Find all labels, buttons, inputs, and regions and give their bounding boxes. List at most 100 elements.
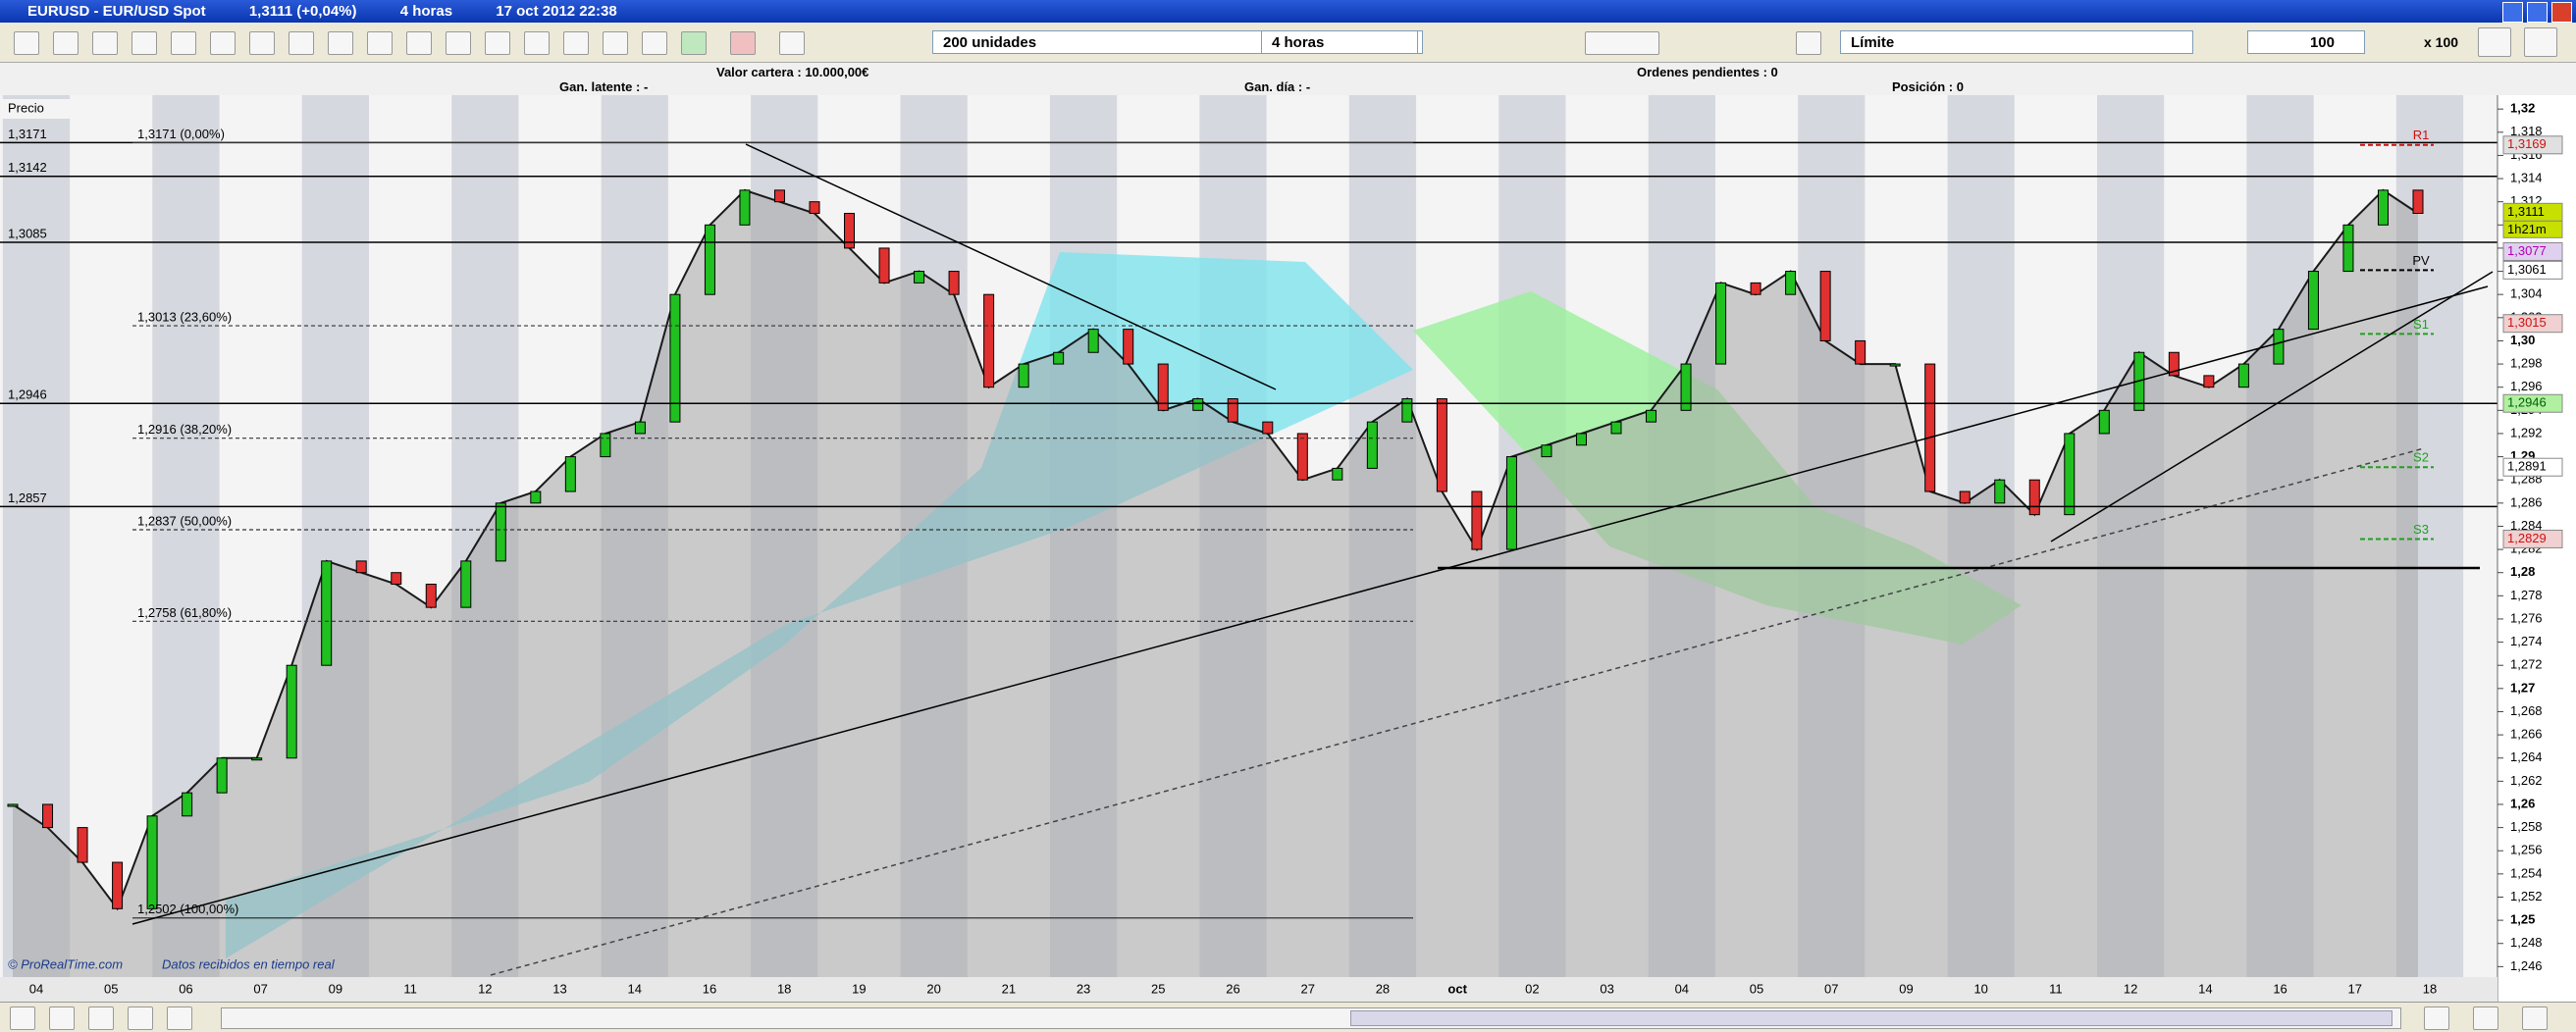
date-label: 02 bbox=[1525, 981, 1539, 996]
candle bbox=[1227, 398, 1238, 423]
timer-label: 1h21m bbox=[2507, 222, 2547, 236]
tool-icon[interactable] bbox=[210, 31, 236, 55]
date-label: 28 bbox=[1376, 981, 1390, 996]
tool-icon[interactable] bbox=[92, 31, 118, 55]
candle bbox=[1646, 409, 1657, 423]
tool-icon[interactable] bbox=[779, 31, 805, 55]
data-note: Datos recibidos en tiempo real bbox=[162, 956, 336, 971]
sell-button[interactable] bbox=[2524, 27, 2557, 57]
chart-icon[interactable] bbox=[1585, 31, 1659, 55]
y-tick-label: 1,258 bbox=[2510, 819, 2543, 834]
date-label: 21 bbox=[1002, 981, 1016, 996]
price-badge bbox=[2502, 241, 2563, 261]
price-badge bbox=[2502, 457, 2563, 477]
date-label: 17 bbox=[2348, 981, 2362, 996]
tool-icon[interactable] bbox=[328, 31, 353, 55]
tool-icon[interactable] bbox=[131, 31, 157, 55]
tool-icon[interactable] bbox=[446, 31, 471, 55]
buy-button[interactable] bbox=[2478, 27, 2511, 57]
date-label: 18 bbox=[777, 981, 791, 996]
order-type-select[interactable]: Límite bbox=[1840, 30, 2193, 54]
date-label: 16 bbox=[703, 981, 716, 996]
price-badge bbox=[2502, 135, 2563, 155]
y-tick-label: 1,286 bbox=[2510, 494, 2543, 509]
zoom-icon[interactable] bbox=[2424, 1006, 2449, 1030]
scroll-thumb[interactable] bbox=[1350, 1010, 2392, 1026]
footer-icon[interactable] bbox=[167, 1006, 192, 1030]
date-label: 07 bbox=[1824, 981, 1838, 996]
position: Posición : 0 bbox=[1892, 79, 1964, 94]
period: 4 horas bbox=[399, 3, 453, 20]
multiplier: x 100 bbox=[2424, 34, 2459, 50]
candle bbox=[1855, 339, 1866, 365]
scrollbar[interactable] bbox=[221, 1007, 2401, 1029]
tool-icon[interactable] bbox=[171, 31, 196, 55]
candle bbox=[321, 560, 333, 666]
window-buttons[interactable] bbox=[2501, 2, 2572, 29]
tool-icon[interactable] bbox=[406, 31, 432, 55]
candle bbox=[530, 490, 542, 504]
date-label: 09 bbox=[1899, 981, 1913, 996]
period-select[interactable]: 4 horas bbox=[1261, 30, 1418, 54]
tool-icon[interactable] bbox=[524, 31, 550, 55]
sell-icon[interactable] bbox=[730, 31, 756, 55]
candle bbox=[1366, 421, 1378, 469]
footer-icon[interactable] bbox=[128, 1006, 153, 1030]
candle bbox=[1401, 398, 1413, 423]
tool-icon[interactable] bbox=[485, 31, 510, 55]
y-tick-label: 1,296 bbox=[2510, 379, 2543, 393]
y-tick-label: 1,318 bbox=[2510, 124, 2543, 138]
pivot-label: S2 bbox=[2413, 450, 2429, 465]
candle bbox=[2203, 375, 2215, 388]
latent-gain: Gan. latente : - bbox=[559, 79, 649, 94]
candle bbox=[2028, 479, 2040, 516]
badge-label: 1,3077 bbox=[2507, 243, 2547, 258]
date-label: 19 bbox=[852, 981, 866, 996]
tool-icon[interactable] bbox=[563, 31, 589, 55]
tool-icon[interactable] bbox=[289, 31, 314, 55]
date-label: 13 bbox=[552, 981, 566, 996]
date-label: 03 bbox=[1600, 981, 1613, 996]
quote: 1,3111 (+0,04%) bbox=[248, 3, 357, 20]
status-bar bbox=[0, 1002, 2576, 1032]
zoom-icon[interactable] bbox=[2473, 1006, 2498, 1030]
tool-icon[interactable] bbox=[642, 31, 667, 55]
badge-label: 1,3015 bbox=[2507, 315, 2547, 330]
zoom-icon[interactable] bbox=[2522, 1006, 2548, 1030]
price-badge bbox=[2502, 260, 2563, 280]
candle bbox=[1680, 363, 1692, 411]
copyright: © ProRealTime.com bbox=[8, 956, 123, 971]
tool-icon[interactable] bbox=[367, 31, 393, 55]
buy-icon[interactable] bbox=[681, 31, 707, 55]
candle bbox=[42, 803, 54, 829]
date-label: 26 bbox=[1226, 981, 1239, 996]
date-label: 14 bbox=[2198, 981, 2212, 996]
tool-icon[interactable] bbox=[1796, 31, 1821, 55]
pivot-label: PV bbox=[2412, 253, 2430, 268]
date-label: 12 bbox=[2124, 981, 2137, 996]
footer-icon[interactable] bbox=[49, 1006, 75, 1030]
date-label: 12 bbox=[478, 981, 492, 996]
footer-icon[interactable] bbox=[10, 1006, 35, 1030]
footer-icon[interactable] bbox=[88, 1006, 114, 1030]
tool-icon[interactable] bbox=[53, 31, 79, 55]
date-label: 23 bbox=[1077, 981, 1090, 996]
candle bbox=[1262, 421, 1274, 435]
candle bbox=[1157, 363, 1169, 411]
tool-icon[interactable] bbox=[603, 31, 628, 55]
candle bbox=[2342, 224, 2354, 273]
amount-input[interactable]: 100 bbox=[2247, 30, 2365, 54]
candle bbox=[1123, 329, 1134, 365]
fib-label: 1,2758 (61,80%) bbox=[137, 605, 232, 620]
candle bbox=[948, 271, 960, 295]
candle bbox=[460, 560, 472, 608]
badge-label: 1,3169 bbox=[2507, 136, 2547, 151]
tool-icon[interactable] bbox=[249, 31, 275, 55]
date-label: 27 bbox=[1300, 981, 1314, 996]
candle bbox=[1436, 398, 1447, 492]
trend-line bbox=[490, 447, 2425, 976]
y-tick-label: 1,264 bbox=[2510, 749, 2543, 764]
tool-icon[interactable] bbox=[14, 31, 39, 55]
candle bbox=[1575, 433, 1587, 446]
y-tick-label: 1,30 bbox=[2510, 333, 2535, 347]
